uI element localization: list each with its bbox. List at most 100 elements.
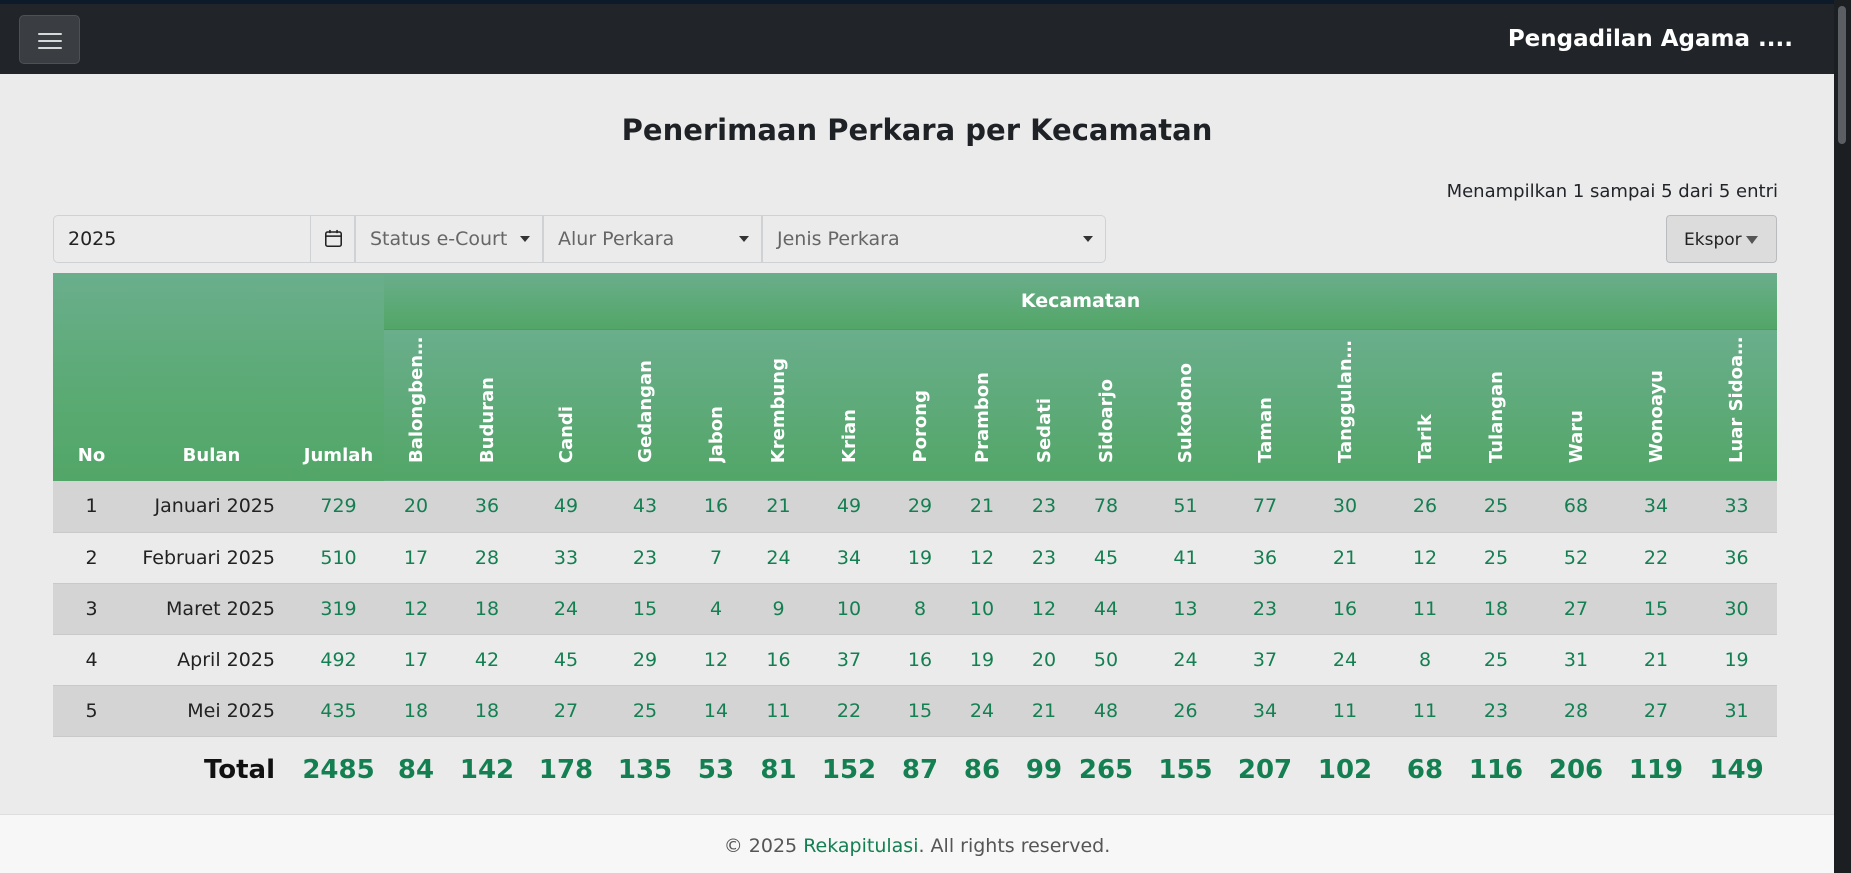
row-value-link[interactable]: 10 [951, 583, 1013, 635]
row-value-link[interactable]: 18 [384, 685, 448, 737]
header-district[interactable]: Wonoayu [1616, 329, 1696, 481]
header-no[interactable]: No [53, 273, 130, 481]
row-value-link[interactable]: 26 [1394, 481, 1456, 533]
export-button[interactable]: Ekspor [1666, 215, 1777, 263]
row-value-link[interactable]: 27 [526, 685, 606, 737]
row-value-link[interactable]: 25 [1456, 481, 1536, 533]
row-value-link[interactable]: 17 [384, 532, 448, 584]
row-value-link[interactable]: 16 [748, 634, 809, 686]
row-value-link[interactable]: 17 [384, 634, 448, 686]
row-value-link[interactable]: 36 [1696, 532, 1778, 584]
row-value-link[interactable]: 15 [889, 685, 951, 737]
row-value-link[interactable]: 19 [951, 634, 1013, 686]
row-value-link[interactable]: 18 [448, 685, 526, 737]
row-value-link[interactable]: 16 [889, 634, 951, 686]
row-value-link[interactable]: 77 [1234, 481, 1296, 533]
row-total-link[interactable]: 319 [293, 583, 384, 635]
header-district[interactable]: Gedangan [606, 329, 684, 481]
header-district[interactable]: Tarik [1394, 329, 1456, 481]
row-value-link[interactable]: 34 [1616, 481, 1696, 533]
row-value-link[interactable]: 7 [684, 532, 748, 584]
row-value-link[interactable]: 23 [1013, 532, 1075, 584]
header-district[interactable]: Jabon [684, 329, 748, 481]
row-value-link[interactable]: 34 [809, 532, 889, 584]
row-value-link[interactable]: 24 [1137, 634, 1234, 686]
row-value-link[interactable]: 12 [1013, 583, 1075, 635]
row-value-link[interactable]: 25 [1456, 634, 1536, 686]
scrollbar-thumb[interactable] [1838, 6, 1846, 144]
row-value-link[interactable]: 27 [1536, 583, 1616, 635]
row-total-link[interactable]: 492 [293, 634, 384, 686]
row-value-link[interactable]: 12 [1394, 532, 1456, 584]
row-value-link[interactable]: 11 [1296, 685, 1394, 737]
row-value-link[interactable]: 21 [1616, 634, 1696, 686]
row-value-link[interactable]: 15 [606, 583, 684, 635]
header-district[interactable]: Sukodono [1137, 329, 1234, 481]
calendar-button[interactable] [310, 215, 355, 263]
row-value-link[interactable]: 11 [1394, 685, 1456, 737]
header-district[interactable]: Tanggulangin [1296, 329, 1394, 481]
row-value-link[interactable]: 44 [1075, 583, 1137, 635]
row-value-link[interactable]: 11 [1394, 583, 1456, 635]
row-value-link[interactable]: 14 [684, 685, 748, 737]
row-value-link[interactable]: 8 [1394, 634, 1456, 686]
row-value-link[interactable]: 23 [606, 532, 684, 584]
row-value-link[interactable]: 25 [1456, 532, 1536, 584]
row-value-link[interactable]: 25 [606, 685, 684, 737]
header-district[interactable]: Luar Sidoarjo [1696, 329, 1778, 481]
row-value-link[interactable]: 20 [1013, 634, 1075, 686]
row-value-link[interactable]: 31 [1696, 685, 1778, 737]
row-value-link[interactable]: 52 [1536, 532, 1616, 584]
row-value-link[interactable]: 9 [748, 583, 809, 635]
menu-toggle-button[interactable] [19, 15, 80, 64]
row-value-link[interactable]: 16 [1296, 583, 1394, 635]
row-value-link[interactable]: 37 [1234, 634, 1296, 686]
row-value-link[interactable]: 19 [1696, 634, 1778, 686]
row-value-link[interactable]: 18 [448, 583, 526, 635]
row-value-link[interactable]: 29 [889, 481, 951, 533]
row-value-link[interactable]: 33 [526, 532, 606, 584]
header-district[interactable]: Balongbendo [384, 329, 448, 481]
row-value-link[interactable]: 36 [448, 481, 526, 533]
row-value-link[interactable]: 68 [1536, 481, 1616, 533]
row-value-link[interactable]: 50 [1075, 634, 1137, 686]
row-value-link[interactable]: 43 [606, 481, 684, 533]
row-total-link[interactable]: 435 [293, 685, 384, 737]
header-district[interactable]: Taman [1234, 329, 1296, 481]
row-value-link[interactable]: 24 [748, 532, 809, 584]
year-input[interactable]: 2025 [53, 215, 311, 263]
status-ecourt-select[interactable]: Status e-Court [355, 215, 543, 263]
row-value-link[interactable]: 51 [1137, 481, 1234, 533]
header-district[interactable]: Candi [526, 329, 606, 481]
row-value-link[interactable]: 42 [448, 634, 526, 686]
row-value-link[interactable]: 4 [684, 583, 748, 635]
row-value-link[interactable]: 28 [448, 532, 526, 584]
row-value-link[interactable]: 10 [809, 583, 889, 635]
row-value-link[interactable]: 36 [1234, 532, 1296, 584]
row-value-link[interactable]: 31 [1536, 634, 1616, 686]
row-value-link[interactable]: 8 [889, 583, 951, 635]
row-value-link[interactable]: 16 [684, 481, 748, 533]
row-value-link[interactable]: 24 [951, 685, 1013, 737]
row-value-link[interactable]: 34 [1234, 685, 1296, 737]
header-district[interactable]: Sedati [1013, 329, 1075, 481]
page-scrollbar[interactable] [1834, 0, 1851, 873]
row-value-link[interactable]: 28 [1536, 685, 1616, 737]
header-district[interactable]: Krembung [748, 329, 809, 481]
row-value-link[interactable]: 21 [1296, 532, 1394, 584]
row-value-link[interactable]: 12 [951, 532, 1013, 584]
row-value-link[interactable]: 15 [1616, 583, 1696, 635]
row-value-link[interactable]: 41 [1137, 532, 1234, 584]
row-value-link[interactable]: 78 [1075, 481, 1137, 533]
row-value-link[interactable]: 49 [809, 481, 889, 533]
header-bulan[interactable]: Bulan [130, 273, 293, 481]
header-district[interactable]: Prambon [951, 329, 1013, 481]
row-value-link[interactable]: 27 [1616, 685, 1696, 737]
row-value-link[interactable]: 48 [1075, 685, 1137, 737]
row-value-link[interactable]: 33 [1696, 481, 1778, 533]
row-value-link[interactable]: 45 [526, 634, 606, 686]
header-district[interactable]: Krian [809, 329, 889, 481]
row-total-link[interactable]: 729 [293, 481, 384, 533]
row-value-link[interactable]: 29 [606, 634, 684, 686]
row-value-link[interactable]: 30 [1296, 481, 1394, 533]
